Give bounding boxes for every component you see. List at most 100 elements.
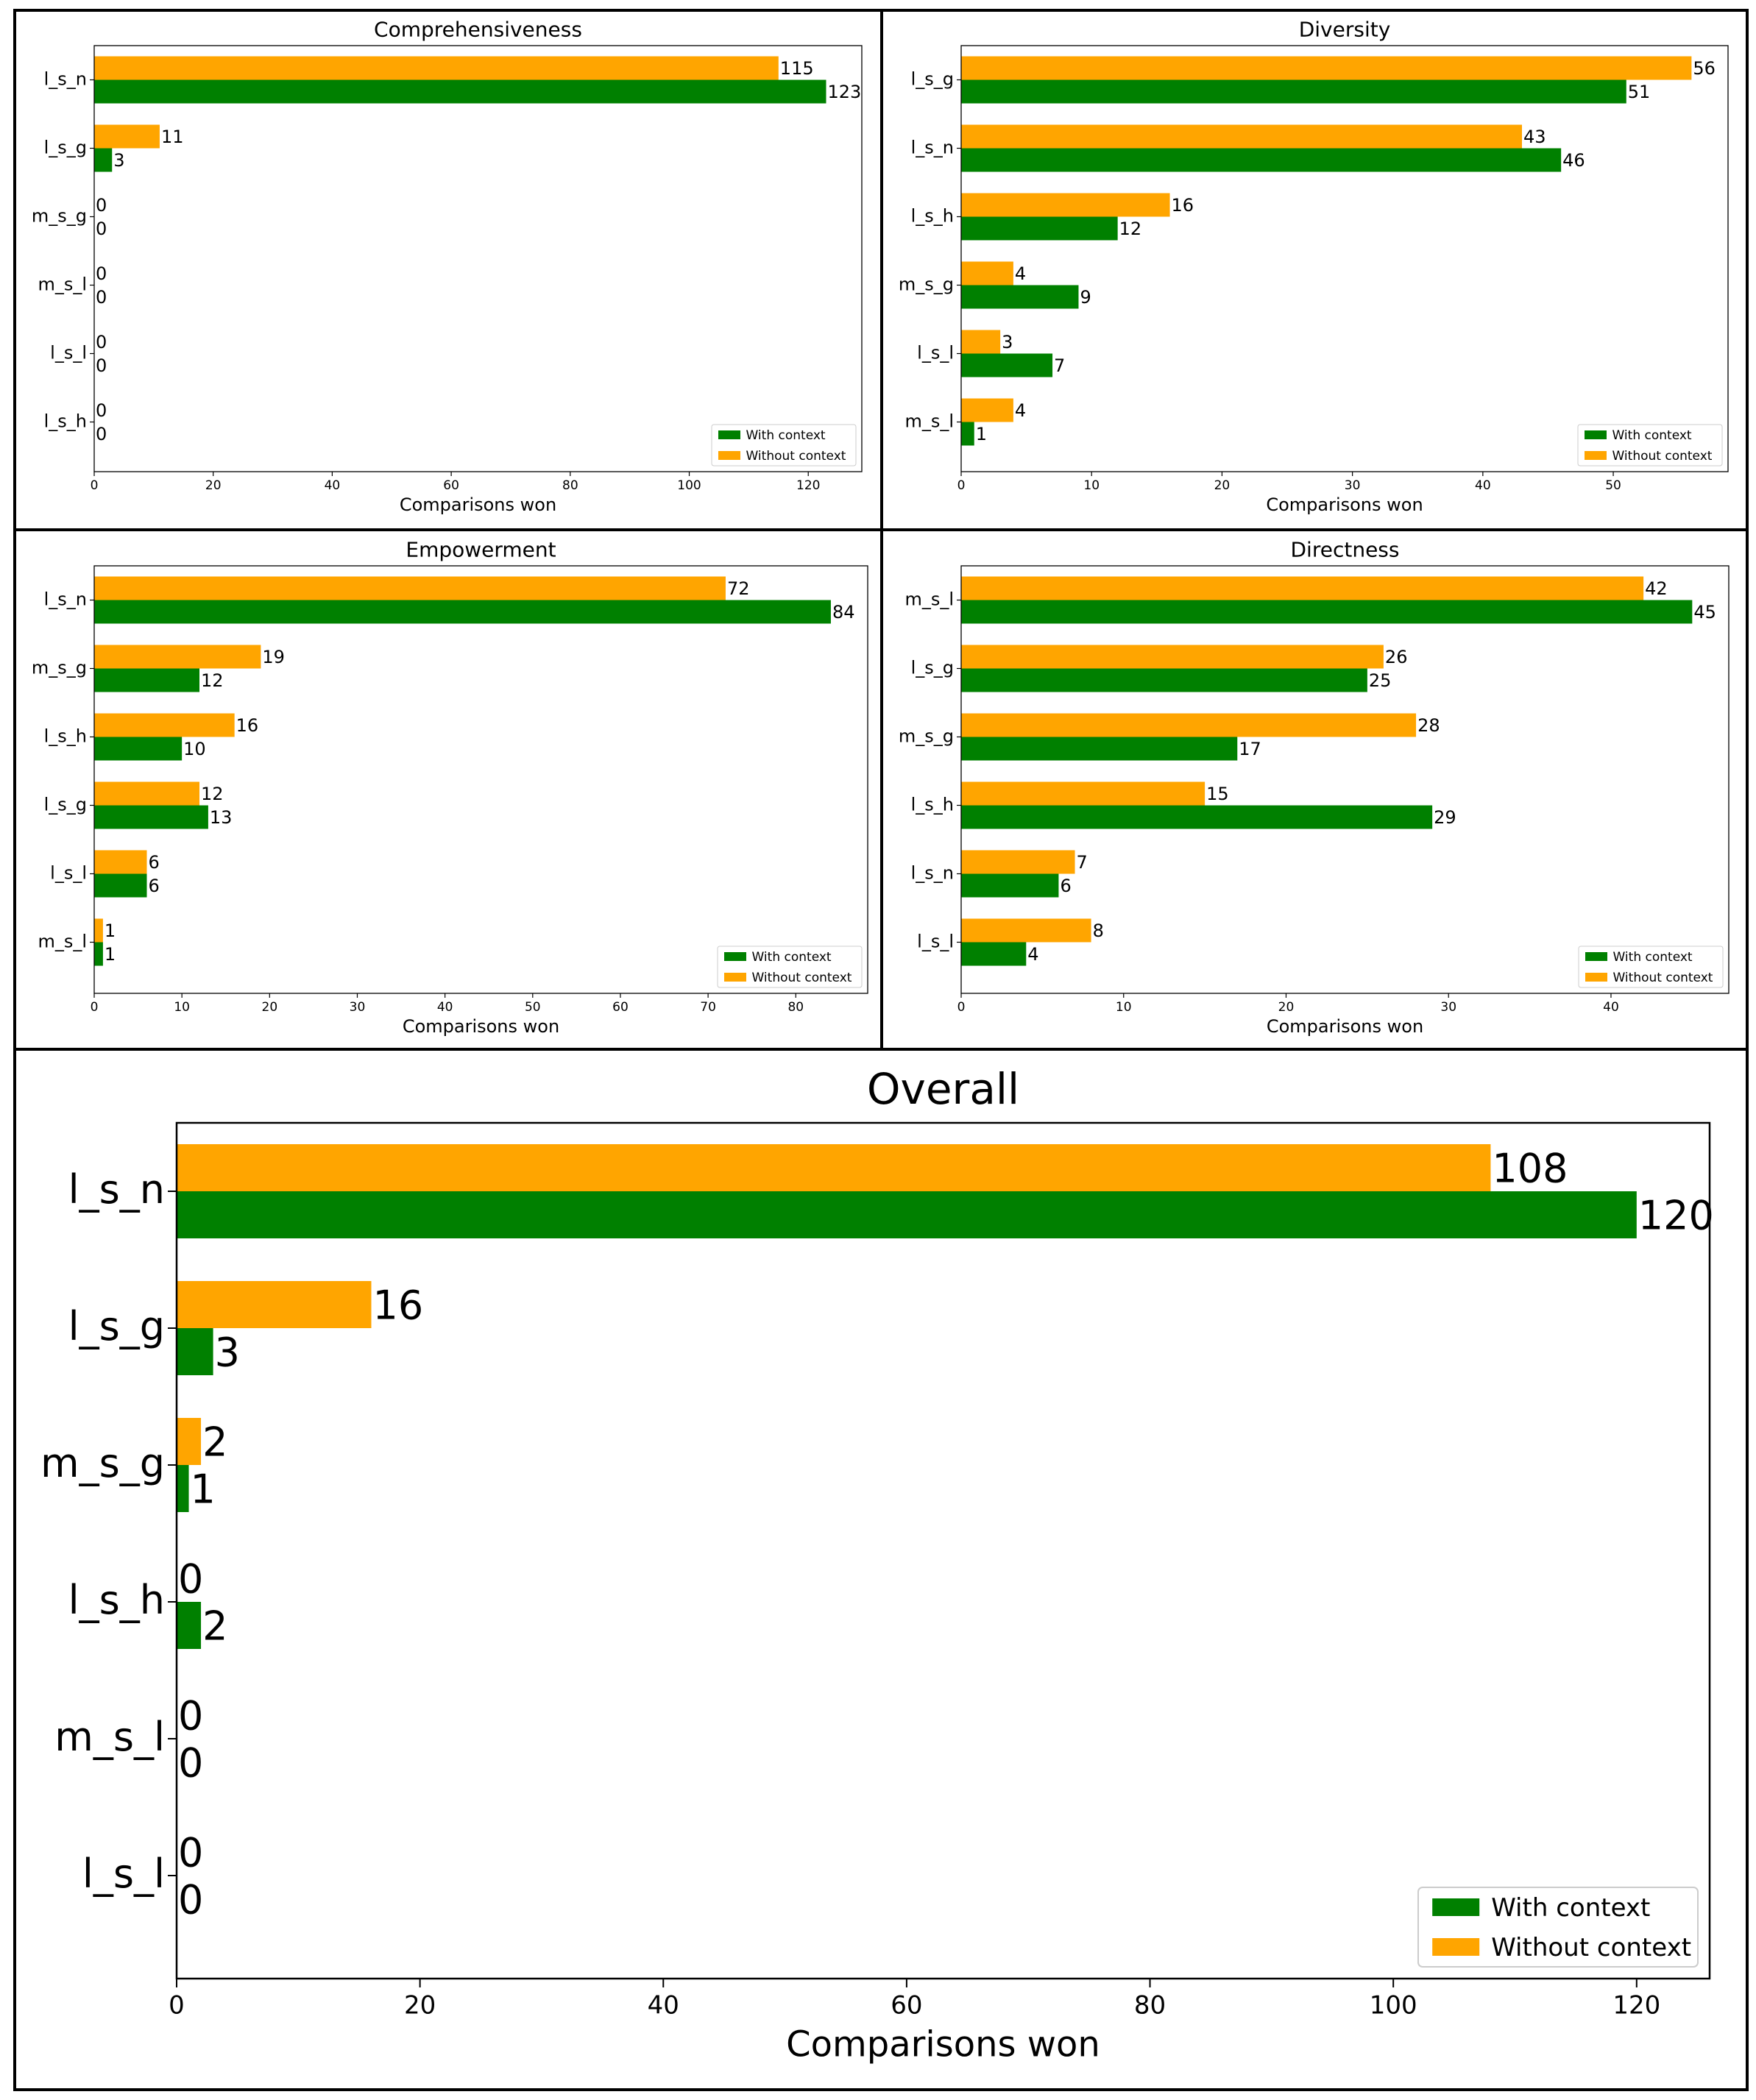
bar-without-context-m-s-g xyxy=(94,645,261,669)
y-tick-label: m_s_g xyxy=(32,658,87,678)
legend-label: Without context xyxy=(746,449,846,464)
value-label-without-context: 4 xyxy=(1015,263,1026,284)
bar-with-context-l-s-n xyxy=(177,1191,1637,1238)
chart-diversity: Diversity5651l_s_g4346l_s_n1612l_s_h49m_… xyxy=(899,17,1729,515)
plot-area-frame xyxy=(93,565,868,994)
value-label-with-context: 10 xyxy=(183,739,206,759)
legend-label: Without context xyxy=(1613,971,1713,985)
value-label-without-context: 0 xyxy=(96,263,107,284)
bar-with-context-l-s-l xyxy=(961,353,1053,377)
legend-box xyxy=(1577,424,1723,467)
legend-swatch-with-context xyxy=(1585,952,1607,961)
plot-area-frame xyxy=(175,1121,1711,1980)
x-tick-label: 60 xyxy=(612,1000,629,1015)
x-tick-label: 100 xyxy=(677,478,701,493)
bar-without-context-l-s-n xyxy=(94,576,726,600)
value-label-with-context: 3 xyxy=(113,150,124,171)
bar-without-context-l-s-l xyxy=(961,918,1091,943)
value-label-without-context: 8 xyxy=(1093,920,1104,941)
value-label-with-context: 29 xyxy=(1434,807,1456,828)
x-tick-label: 0 xyxy=(169,1991,185,2021)
bar-with-context-l-s-g xyxy=(177,1328,213,1375)
bar-with-context-l-s-h xyxy=(961,216,1118,241)
value-label-with-context: 25 xyxy=(1369,670,1392,691)
value-label-with-context: 120 xyxy=(1638,1192,1714,1238)
y-tick-label: m_s_g xyxy=(32,206,87,227)
value-label-without-context: 4 xyxy=(1015,400,1026,421)
bar-without-context-l-s-l xyxy=(961,330,1001,354)
chart-directness: Directness 42 45 m_s_l 26 25 l_s_g 28 17 m_s_g 15 2… xyxy=(899,537,1730,1037)
bar-with-context-m-s-l xyxy=(94,942,103,966)
bar-with-context-m-s-g xyxy=(94,668,199,692)
x-tick-label: 120 xyxy=(796,478,820,493)
x-tick-label: 0 xyxy=(91,1000,99,1015)
bar-with-context-m-s-g xyxy=(177,1465,189,1512)
x-tick-label: 50 xyxy=(1605,478,1621,493)
y-tick-label: l_s_n xyxy=(911,863,954,884)
chart-empowerment: Empowerment7284l_s_n1912m_s_g1610l_s_h12… xyxy=(32,537,868,1037)
bar-without-context-m-s-g xyxy=(177,1418,202,1465)
bar-without-context-l-s-h xyxy=(94,713,235,737)
value-label-with-context: 1 xyxy=(105,944,116,965)
y-tick-label: m_s_g xyxy=(899,726,954,747)
bar-with-context-m-s-l xyxy=(961,422,974,446)
y-tick-label: m_s_l xyxy=(38,274,87,295)
x-tick-label: 30 xyxy=(1345,478,1361,493)
x-tick-label: 50 xyxy=(525,1000,541,1015)
legend-box xyxy=(1417,1887,1699,1968)
y-tick-label: l_s_h xyxy=(44,726,87,747)
x-tick-label: 20 xyxy=(1214,478,1231,493)
legend-swatch-with-context xyxy=(724,952,746,961)
chart-overall: Overall108120l_s_n163l_s_g21m_s_g02l_s_h… xyxy=(40,1064,1714,2065)
bar-with-context-l-s-n xyxy=(94,79,826,104)
x-tick-label: 20 xyxy=(1278,1000,1295,1015)
bar-with-context-l-s-l xyxy=(94,873,147,898)
bar-without-context-m-s-g xyxy=(961,713,1417,737)
bar-without-context-l-s-g xyxy=(961,56,1692,80)
value-label-without-context: 16 xyxy=(236,715,259,736)
value-label-with-context: 2 xyxy=(202,1603,227,1649)
bar-without-context-m-s-l xyxy=(961,398,1013,422)
value-label-without-context: 19 xyxy=(262,647,285,667)
chart-title: Overall xyxy=(867,1064,1019,1114)
bar-without-context-l-s-l xyxy=(94,850,147,874)
x-tick-label: 120 xyxy=(1612,1991,1660,2021)
value-label-with-context: 6 xyxy=(148,876,159,896)
y-tick-label: l_s_n xyxy=(68,1166,165,1213)
value-label-with-context: 4 xyxy=(1027,944,1038,965)
value-label-without-context: 56 xyxy=(1693,58,1716,79)
x-tick-label: 40 xyxy=(1475,478,1491,493)
bar-with-context-l-s-g xyxy=(961,79,1626,104)
legend-swatch-with-context xyxy=(1432,1898,1480,1916)
value-label-without-context: 43 xyxy=(1523,127,1546,147)
y-tick-label: l_s_g xyxy=(68,1303,165,1349)
legend-box xyxy=(1578,946,1724,988)
value-label-without-context: 26 xyxy=(1385,647,1408,667)
bar-without-context-l-s-h xyxy=(961,781,1206,806)
y-tick-label: l_s_h xyxy=(68,1577,165,1623)
value-label-without-context: 115 xyxy=(780,58,814,79)
value-label-with-context: 84 xyxy=(832,602,855,622)
x-tick-label: 10 xyxy=(174,1000,190,1015)
x-tick-label: 40 xyxy=(648,1991,679,2021)
x-tick-label: 0 xyxy=(957,478,966,493)
bar-with-context-l-s-h xyxy=(177,1602,202,1649)
x-tick-label: 80 xyxy=(787,1000,804,1015)
legend-box xyxy=(711,424,857,467)
bar-with-context-m-s-g xyxy=(961,737,1238,761)
y-tick-label: l_s_n xyxy=(44,589,87,610)
value-label-with-context: 1 xyxy=(976,424,987,444)
bar-without-context-l-s-n xyxy=(177,1144,1491,1191)
legend-swatch-with-context xyxy=(718,430,740,439)
y-tick-label: m_s_l xyxy=(904,411,954,432)
y-tick-label: l_s_h xyxy=(911,795,954,815)
value-label-with-context: 17 xyxy=(1239,739,1261,759)
bar-without-context-l-s-g xyxy=(94,124,160,149)
value-label-without-context: 0 xyxy=(178,1692,203,1739)
chart-comprehensiveness: Comprehensiveness 115 123 l_s_n 11 3 l_s_g 0 0 m_… xyxy=(32,17,863,515)
value-label-with-context: 12 xyxy=(1119,219,1142,239)
bar-with-context-l-s-h xyxy=(961,805,1433,829)
x-tick-label: 40 xyxy=(1603,1000,1619,1015)
x-axis-label: Comparisons won xyxy=(403,1016,559,1037)
